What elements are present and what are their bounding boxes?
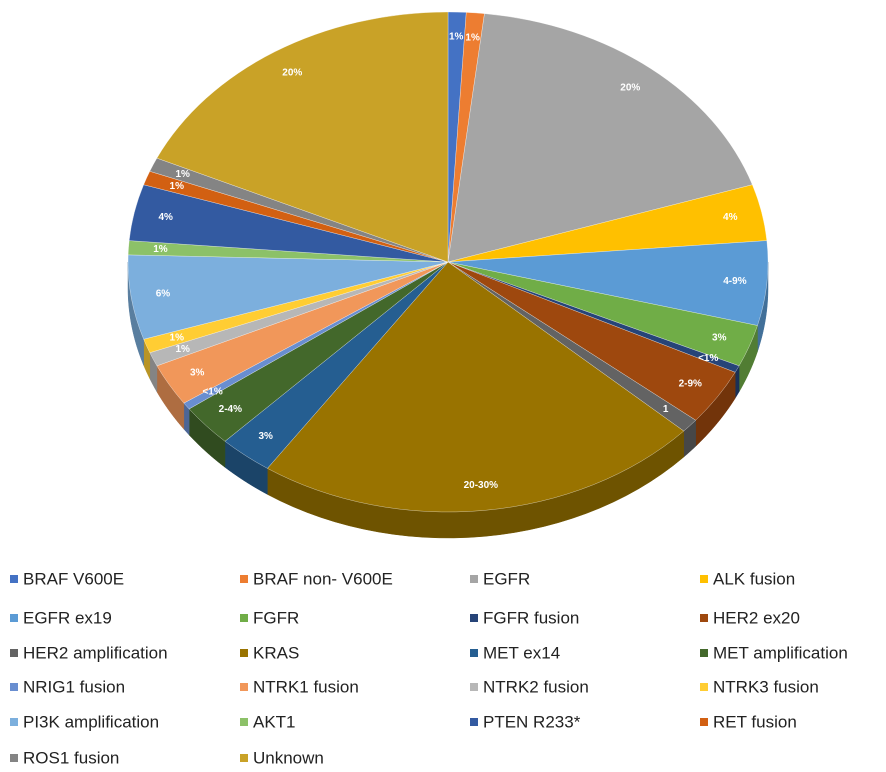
legend-swatch: [470, 649, 478, 657]
pie-sides: [127, 261, 769, 539]
legend-label: FGFR: [253, 608, 299, 627]
data-label: 1%: [175, 169, 190, 180]
legend-label: PTEN R233*: [483, 712, 581, 731]
legend-swatch: [700, 614, 708, 622]
legend-label: NRIG1 fusion: [23, 677, 125, 696]
data-label: 3%: [190, 367, 205, 378]
legend-label: MET amplification: [713, 643, 848, 662]
legend: BRAF V600E BRAF non- V600E EGFR ALK fusion E…: [10, 569, 848, 767]
data-label: 4%: [723, 212, 738, 223]
legend-label: MET ex14: [483, 643, 560, 662]
legend-label: NTRK3 fusion: [713, 677, 819, 696]
legend-label: EGFR ex19: [23, 608, 112, 627]
legend-swatch: [10, 718, 18, 726]
data-label: 20%: [282, 67, 302, 78]
legend-swatch: [240, 614, 248, 622]
legend-swatch: [470, 683, 478, 691]
legend-label: Unknown: [253, 748, 324, 767]
slice: [267, 261, 685, 513]
legend-swatch: [240, 718, 248, 726]
data-label: 1%: [449, 32, 464, 43]
data-label: 20-30%: [464, 480, 499, 491]
data-label: 6%: [156, 289, 171, 300]
legend-label: KRAS: [253, 643, 299, 662]
data-label: 4-9%: [723, 276, 746, 287]
data-label: <1%: [698, 353, 718, 364]
data-label: 3%: [712, 332, 727, 343]
legend-swatch: [700, 683, 708, 691]
legend-label: NTRK1 fusion: [253, 677, 359, 696]
data-label: 3%: [258, 431, 273, 442]
legend-swatch: [10, 754, 18, 762]
legend-label: HER2 ex20: [713, 608, 800, 627]
legend-label: FGFR fusion: [483, 608, 579, 627]
legend-swatch: [240, 575, 248, 583]
slice: [447, 13, 753, 263]
legend-label: BRAF non- V600E: [253, 569, 393, 588]
legend-swatch: [240, 649, 248, 657]
data-label: 1%: [153, 244, 168, 255]
legend-swatch: [10, 683, 18, 691]
legend-label: BRAF V600E: [23, 569, 124, 588]
legend-label: EGFR: [483, 569, 530, 588]
legend-label: PI3K amplification: [23, 712, 159, 731]
legend-swatch: [700, 649, 708, 657]
legend-label: ALK fusion: [713, 569, 795, 588]
legend-label: ROS1 fusion: [23, 748, 119, 767]
data-label: 2-9%: [679, 378, 702, 389]
legend-swatch: [470, 614, 478, 622]
legend-swatch: [700, 575, 708, 583]
data-label: 1: [663, 404, 669, 415]
data-label: 1%: [170, 181, 185, 192]
legend-swatch: [10, 649, 18, 657]
legend-label: RET fusion: [713, 712, 797, 731]
data-label: <1%: [202, 386, 222, 397]
data-label: 2-4%: [219, 404, 242, 415]
data-label: 4%: [159, 212, 174, 223]
legend-swatch: [470, 575, 478, 583]
data-label: 1%: [175, 344, 190, 355]
data-label: 20%: [620, 82, 640, 93]
legend-swatch: [10, 575, 18, 583]
data-label: 1%: [170, 332, 185, 343]
legend-swatch: [240, 754, 248, 762]
legend-label: AKT1: [253, 712, 296, 731]
legend-swatch: [470, 718, 478, 726]
pie-labels: 1% 1%20%4%4-9%3%<1%2-9%120-30%3%2-4%<1%3%…: [153, 32, 746, 491]
legend-swatch: [240, 683, 248, 691]
pie-tops: [127, 11, 769, 513]
legend-swatch: [700, 718, 708, 726]
slice: [156, 11, 449, 263]
data-label: 1%: [465, 32, 480, 43]
legend-swatch: [10, 614, 18, 622]
legend-label: HER2 amplification: [23, 643, 168, 662]
legend-label: NTRK2 fusion: [483, 677, 589, 696]
